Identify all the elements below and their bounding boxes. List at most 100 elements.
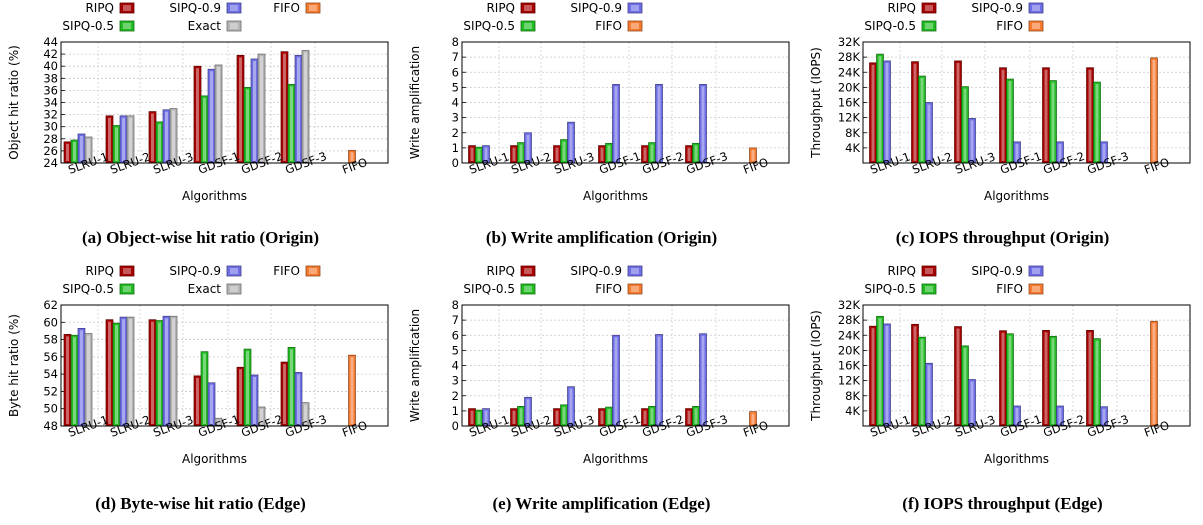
chart-caption: (a) Object-wise hit ratio (Origin) [82,228,319,247]
bar-highlight [129,117,132,161]
bar-highlight [470,410,474,424]
bar-highlight [66,336,69,424]
bar-highlight [526,399,530,424]
bar-highlight [210,71,213,161]
x-tick-label: FIFO [1142,418,1171,440]
y-tick-label: 5 [452,343,459,357]
legend-label: FIFO [595,19,622,33]
bar-highlight [920,339,924,424]
y-tick-label: 6 [452,328,459,342]
bar-highlight [650,408,654,424]
x-axis-label: Algorithms [984,452,1049,466]
legend-swatch-highlight [1032,268,1040,274]
bar-highlight [165,111,168,161]
bar-highlight [562,141,566,161]
legend-swatch-highlight [925,286,933,292]
bar-highlight [80,135,83,161]
bar-highlight [643,410,647,424]
y-tick-label: 0 [452,156,459,170]
legend-swatch-highlight [123,23,131,29]
plot-frame [60,304,389,427]
bar-highlight [477,412,481,424]
bar-highlight [607,409,611,424]
bar-highlight [1051,82,1055,161]
bar-highlight [80,330,83,424]
y-tick-label: 4K [845,141,860,155]
y-tick-label: 7 [452,50,459,64]
legend-swatch-highlight [524,23,532,29]
bar-highlight [956,328,960,424]
y-tick-label: 58 [43,333,58,347]
legend-label: FIFO [273,264,300,278]
bar-highlight [607,145,611,161]
legend-swatch-highlight [123,286,131,292]
bar-highlight [751,413,755,424]
legend-label: FIFO [996,282,1023,296]
legend-swatch-highlight [230,286,238,292]
legend-swatch-highlight [925,5,933,11]
legend-label: SIPQ-0.9 [971,264,1023,278]
bar-highlight [701,335,705,424]
legend-swatch-highlight [1032,5,1040,11]
legend-swatch-highlight [230,5,238,11]
legend-label: RIPQ [887,1,916,15]
bar-highlight [1008,335,1012,424]
bar-highlight [350,357,354,424]
legend-swatch-highlight [123,5,131,11]
legend-swatch-highlight [631,286,639,292]
legend-swatch-highlight [631,23,639,29]
y-tick-label: 6 [452,65,459,79]
bar-highlight [701,86,705,161]
y-tick-label: 20K [838,343,861,357]
chart-caption: (d) Byte-wise hit ratio (Edge) [95,494,306,513]
legend-label: RIPQ [85,264,114,278]
bar-highlight [569,124,573,161]
plot-frame [862,41,1191,164]
bar-highlight [555,147,559,161]
legend-label: Exact [188,19,222,33]
legend-swatch-highlight [309,268,317,274]
legend-label: SIPQ-0.5 [463,282,515,296]
y-tick-label: 36 [43,83,58,97]
y-tick-label: 52 [43,384,58,398]
panel-write-amplification-origin: RIPQ SIPQ-0.9 SIPQ-0.5 FIFO 0 1 2 3 4 5 6 7 8 SLRU-1 S… [401,0,802,262]
bar-highlight [203,353,206,424]
x-axis-label: Algorithms [984,189,1049,203]
y-tick-label: 24K [838,328,861,342]
bar-highlight [600,410,604,424]
y-tick-label: 48 [43,419,58,433]
legend-label: FIFO [996,19,1023,33]
bar-highlight [246,351,249,424]
x-tick-label: FIFO [1142,155,1171,177]
bar-highlight [885,325,889,424]
y-tick-label: 32K [838,35,861,49]
bar-highlight [115,325,118,424]
y-tick-label: 56 [43,350,58,364]
legend-swatch-highlight [631,268,639,274]
bar-highlight [260,408,263,424]
bar-highlight [239,57,242,162]
y-tick-label: 12K [838,374,861,388]
bar-highlight [956,62,960,161]
bar-highlight [871,64,875,161]
legend-label: SIPQ-0.5 [62,282,114,296]
bar-highlight [484,410,488,424]
bar-highlight [217,66,220,161]
y-tick-label: 8K [845,389,860,403]
bar-highlight [239,369,242,424]
y-tick-label: 44 [43,35,58,49]
bar-highlight [694,145,698,161]
y-tick-label: 42 [43,47,58,61]
bar-highlight [878,56,882,161]
bar-highlight [963,88,967,161]
bar-highlight [283,53,286,161]
bar-highlight [871,328,875,424]
legend-label: FIFO [273,1,300,15]
bar-highlight [290,349,293,424]
y-tick-label: 40 [43,59,58,73]
y-tick-label: 60 [43,315,58,329]
chart-svg: RIPQ SIPQ-0.9 FIFO SIPQ-0.5 Exact 48 50 52 54 56 5… [7,264,389,466]
bar-highlight [1044,69,1048,161]
